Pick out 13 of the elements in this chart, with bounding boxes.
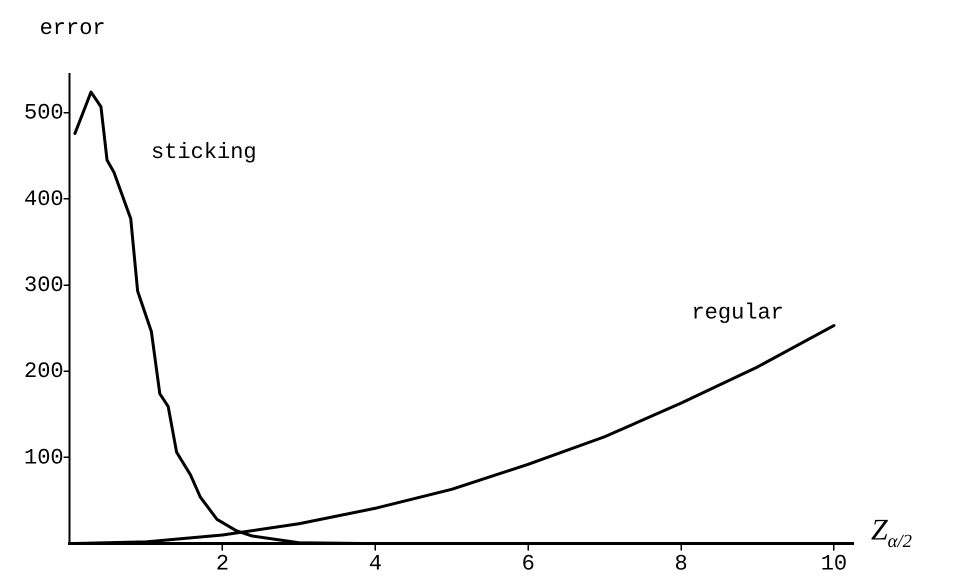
y-tick-label: 400 <box>24 186 64 212</box>
series-label: regular <box>691 300 784 326</box>
y-tick-label: 100 <box>24 445 64 470</box>
y-tick-label: 300 <box>24 272 64 298</box>
y-axis-title: error <box>40 16 106 41</box>
series-label: sticking <box>151 140 257 165</box>
x-tick-label: 8 <box>674 552 688 577</box>
y-tick-label: 200 <box>24 359 64 384</box>
x-tick-label: 4 <box>368 552 382 577</box>
x-tick-label: 10 <box>820 552 848 577</box>
x-tick-label: 6 <box>522 552 535 577</box>
y-tick-label: 500 <box>24 100 64 126</box>
x-tick-label: 2 <box>216 552 230 577</box>
